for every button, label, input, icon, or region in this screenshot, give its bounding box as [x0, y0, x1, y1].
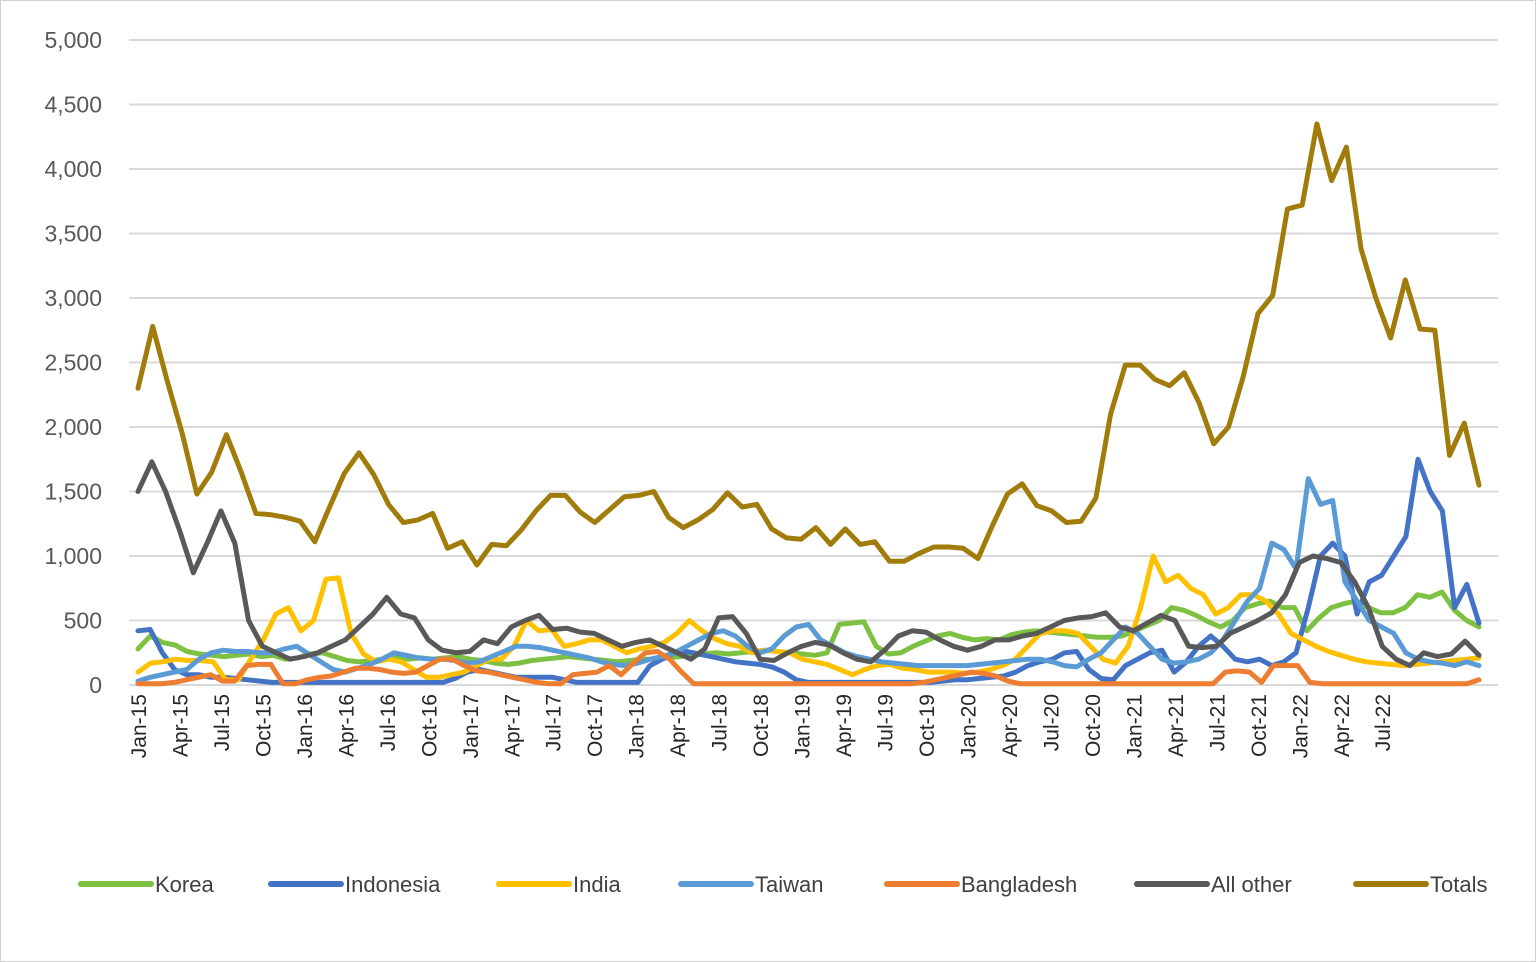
x-axis-ticks: Jan-15 Apr-15 Jul-15 Oct-15 Jan-16 Apr-16 Jul-… — [128, 694, 1395, 758]
x-tick-label: Jan-19 — [792, 694, 815, 758]
legend-item-bangladesh: Bangladesh — [884, 872, 1077, 897]
x-tick-label: Jan-20 — [957, 694, 980, 758]
legend-label: Bangladesh — [961, 872, 1077, 897]
x-tick-label: Oct-16 — [418, 694, 441, 757]
series-line-totals — [135, 121, 1482, 568]
y-tick-label: 0 — [89, 672, 102, 698]
x-tick-label: Jan-16 — [294, 694, 317, 758]
x-tick-label: Apr-21 — [1165, 694, 1188, 757]
x-tick-label: Jan-21 — [1123, 694, 1146, 758]
y-tick-label: 4,000 — [44, 156, 102, 182]
x-tick-label: Jul-21 — [1206, 694, 1229, 751]
x-tick-label: Oct-20 — [1082, 694, 1105, 757]
legend-label: India — [573, 872, 621, 897]
series-line-korea — [135, 589, 1482, 667]
x-tick-label: Jul-16 — [377, 694, 400, 751]
x-tick-label: Apr-19 — [833, 694, 856, 757]
y-tick-label: 3,000 — [44, 285, 102, 311]
series-lines — [135, 121, 1482, 687]
legend-item-korea: Korea — [78, 872, 214, 897]
x-tick-label: Jan-18 — [626, 694, 649, 758]
x-tick-label: Oct-15 — [252, 694, 275, 757]
gridlines — [129, 39, 1498, 686]
x-tick-label: Apr-17 — [501, 694, 524, 757]
legend: Korea Indonesia India Taiwan Bangladesh All o… — [78, 872, 1487, 897]
x-tick-label: Jul-22 — [1372, 694, 1395, 751]
y-tick-label: 5,000 — [44, 27, 102, 53]
y-tick-label: 1,000 — [44, 543, 102, 569]
x-tick-label: Jul-18 — [709, 694, 732, 751]
y-tick-label: 4,500 — [44, 92, 102, 118]
series-line-indonesia — [135, 456, 1482, 685]
y-axis-ticks: 0 500 1,000 1,500 2,000 2,500 3,000 3,500 4,000 4… — [44, 27, 102, 698]
y-tick-label: 3,500 — [44, 221, 102, 247]
x-tick-label: Oct-18 — [750, 694, 773, 757]
y-tick-label: 1,500 — [44, 479, 102, 505]
series-line-all-other — [135, 459, 1482, 669]
legend-item-indonesia: Indonesia — [268, 872, 441, 897]
x-tick-label: Oct-21 — [1248, 694, 1271, 757]
x-tick-label: Jul-20 — [1040, 694, 1063, 751]
y-tick-label: 2,500 — [44, 350, 102, 376]
legend-item-all-other: All other — [1134, 872, 1292, 897]
x-tick-label: Jan-22 — [1289, 694, 1312, 758]
x-tick-label: Apr-15 — [169, 694, 192, 757]
x-tick-label: Jul-15 — [211, 694, 234, 751]
x-tick-label: Apr-16 — [335, 694, 358, 757]
x-tick-label: Apr-20 — [999, 694, 1022, 757]
legend-label: Korea — [155, 872, 214, 897]
x-tick-label: Jul-17 — [543, 694, 566, 751]
legend-item-taiwan: Taiwan — [678, 872, 823, 897]
x-tick-label: Oct-19 — [916, 694, 939, 757]
legend-label: Taiwan — [755, 872, 823, 897]
legend-item-india: India — [496, 872, 621, 897]
legend-item-totals: Totals — [1353, 872, 1487, 897]
legend-label: Totals — [1430, 872, 1487, 897]
series-line-bangladesh — [135, 649, 1482, 687]
x-tick-label: Apr-22 — [1331, 694, 1354, 757]
x-tick-label: Jul-19 — [875, 694, 898, 751]
legend-label: All other — [1211, 872, 1292, 897]
x-tick-label: Jan-15 — [128, 694, 151, 758]
x-tick-label: Jan-17 — [460, 694, 483, 758]
x-tick-label: Oct-17 — [584, 694, 607, 757]
legend-label: Indonesia — [345, 872, 441, 897]
y-tick-label: 2,000 — [44, 414, 102, 440]
y-tick-label: 500 — [64, 608, 102, 634]
x-tick-label: Apr-18 — [667, 694, 690, 757]
